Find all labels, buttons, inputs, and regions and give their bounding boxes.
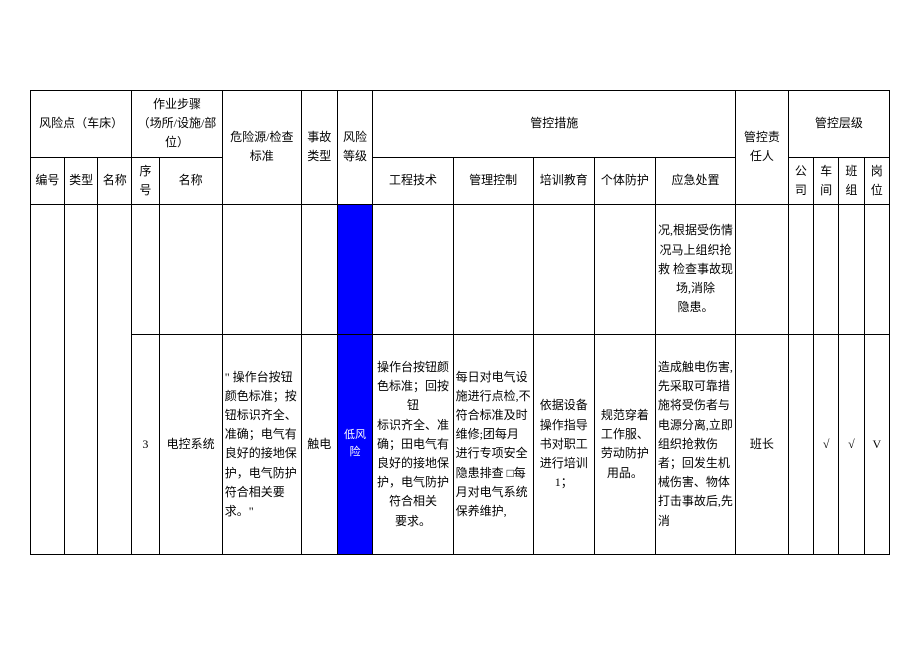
hdr-id: 编号 [31, 157, 65, 204]
cell-ppe [594, 204, 655, 334]
cell-team [839, 204, 864, 334]
cell-post [864, 204, 889, 334]
cell-training [533, 204, 594, 334]
cell-step: 电控系统 [159, 334, 222, 554]
hdr-name: 名称 [98, 157, 132, 204]
cell-seq [132, 204, 159, 334]
cell-ppe: 规范穿着工作服、劳动防护用品。 [594, 334, 655, 554]
hdr-responsible: 管控责任人 [736, 91, 789, 205]
hdr-mgmt: 管理控制 [453, 157, 533, 204]
cell-emergency: 造成触电伤害,先采取可靠措施将受伤者与电源分离,立即组织抢救伤者；回发生机械伤害… [655, 334, 735, 554]
hdr-type: 类型 [64, 157, 98, 204]
hdr-workshop: 车间 [814, 157, 839, 204]
hdr-emergency: 应急处置 [655, 157, 735, 204]
hdr-team: 班组 [839, 157, 864, 204]
hdr-hazard: 危险源/检查标准 [222, 91, 301, 205]
cell-responsible: 班长 [736, 334, 789, 554]
page-container: 风险点（车床） 作业步骤 （场所/设施/部位） 危险源/检查标准 事故类型 风险… [0, 0, 920, 651]
cell-company [788, 334, 813, 554]
cell-eng [373, 204, 453, 334]
cell-mgmt: 每日对电气设施进行点检,不符合标准及时维修;团每月进行专项安全隐患排查 □每月对… [453, 334, 533, 554]
hdr-post: 岗位 [864, 157, 889, 204]
cell-eng: 操作台按钮颜色标准；回按钮 标识齐全、准确；田电气有良好的接地保护，电气防护符合… [373, 334, 453, 554]
table-header: 风险点（车床） 作业步骤 （场所/设施/部位） 危险源/检查标准 事故类型 风险… [31, 91, 890, 205]
table-row: 况,根据受伤情况马上组织抢救 检查事故现场,消除 隐患。 [31, 204, 890, 334]
cell-mgmt [453, 204, 533, 334]
cell-team: √ [839, 334, 864, 554]
hdr-seq: 序号 [132, 157, 159, 204]
cell-emergency: 况,根据受伤情况马上组织抢救 检查事故现场,消除 隐患。 [655, 204, 735, 334]
cell-hazard: " 操作台按钮颜色标准；按钮标识齐全、准确；电气有良好的接地保护，电气防护符合相… [222, 334, 301, 554]
cell-risk: 低风险 [337, 334, 373, 554]
risk-table: 风险点（车床） 作业步骤 （场所/设施/部位） 危险源/检查标准 事故类型 风险… [30, 90, 890, 555]
hdr-step-name: 名称 [159, 157, 222, 204]
cell-risk [337, 204, 373, 334]
cell-seq: 3 [132, 334, 159, 554]
cell-training: 依据设备操作指导书对职工进行培训1； [533, 334, 594, 554]
cell-type [64, 204, 98, 554]
hdr-level: 管控层级 [788, 91, 889, 158]
hdr-company: 公司 [788, 157, 813, 204]
cell-name [98, 204, 132, 554]
table-body: 况,根据受伤情况马上组织抢救 检查事故现场,消除 隐患。 3 电控系统 " 操作… [31, 204, 890, 554]
cell-hazard [222, 204, 301, 334]
hdr-accident: 事故类型 [301, 91, 337, 205]
cell-post: V [864, 334, 889, 554]
cell-company [788, 204, 813, 334]
hdr-ppe: 个体防护 [594, 157, 655, 204]
hdr-risk-point: 风险点（车床） [31, 91, 132, 158]
cell-workshop [814, 204, 839, 334]
cell-step [159, 204, 222, 334]
hdr-training: 培训教育 [533, 157, 594, 204]
hdr-work-step: 作业步骤 （场所/设施/部位） [132, 91, 223, 158]
cell-workshop: √ [814, 334, 839, 554]
cell-responsible [736, 204, 789, 334]
hdr-risk-level: 风险等级 [337, 91, 373, 205]
cell-accident [301, 204, 337, 334]
cell-accident: 触电 [301, 334, 337, 554]
table-row: 3 电控系统 " 操作台按钮颜色标准；按钮标识齐全、准确；电气有良好的接地保护，… [31, 334, 890, 554]
hdr-eng: 工程技术 [373, 157, 453, 204]
cell-id [31, 204, 65, 554]
hdr-measures: 管控措施 [373, 91, 736, 158]
